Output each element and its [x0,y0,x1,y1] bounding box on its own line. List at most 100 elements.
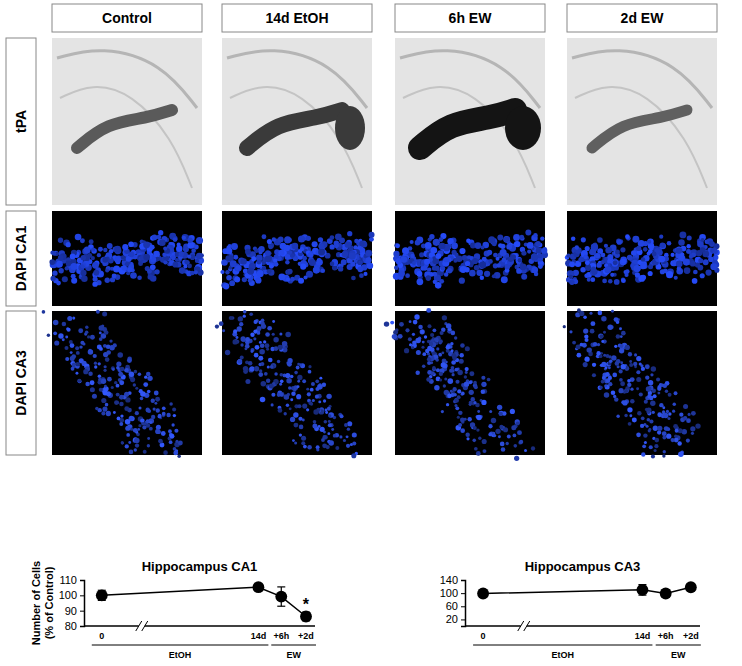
nucleus [70,254,76,260]
nucleus [590,329,595,334]
nucleus [153,407,156,410]
nucleus [572,341,576,345]
nucleus [408,337,412,341]
nucleus [460,343,465,348]
nucleus [250,348,254,352]
nucleus [621,331,626,336]
nucleus [709,241,714,246]
nucleus [58,333,63,338]
nucleus [116,361,121,366]
nucleus [620,344,624,348]
nucleus [286,278,290,282]
nucleus [70,343,75,348]
nucleus [225,270,229,274]
nucleus [102,257,108,263]
nucleus [713,255,718,260]
nucleus [620,381,625,386]
nucleus [527,250,531,254]
nucleus [315,387,319,391]
nucleus [81,264,85,268]
nucleus [272,333,275,336]
nucleus [290,253,295,258]
nucleus [297,380,300,383]
nucleus [693,270,698,275]
nucleus [179,252,184,257]
nucleus [458,411,462,415]
nucleus [184,260,188,264]
nucleus [284,245,290,251]
nucleus [119,402,123,406]
nucleus [434,266,440,272]
nucleus [465,367,469,371]
nucleus [67,316,72,321]
nucleus [636,370,640,374]
nucleus [113,411,116,414]
nucleus [196,237,203,244]
nucleus [422,265,427,270]
nucleus [254,320,258,324]
nucleus [629,360,632,363]
nucleus [350,261,355,266]
nucleus [169,402,172,405]
nucleus [678,239,684,245]
nucleus [56,261,63,268]
nucleus [510,409,515,414]
nucleus [648,429,651,432]
nucleus [608,366,611,369]
nucleus [318,243,324,249]
nucleus [604,392,609,397]
nucleus [52,270,57,275]
nucleus [514,456,519,461]
nucleus [481,376,485,380]
nucleus [272,237,276,241]
nucleus [400,256,407,263]
nucleus [466,437,469,440]
nucleus [535,241,541,247]
nucleus [616,414,619,417]
nucleus [434,385,439,390]
nucleus [257,326,262,331]
nucleus [601,340,604,343]
nucleus [612,373,617,378]
nucleus [395,328,399,332]
nucleus [668,412,671,415]
nucleus [187,242,194,249]
nucleus [481,400,486,405]
nucleus [398,270,405,277]
nucleus [278,273,285,280]
nucleus [71,354,76,359]
nucleus [619,369,623,373]
nucleus [569,330,572,333]
nucleus [597,343,600,346]
nucleus [441,351,444,354]
nucleus [439,279,444,284]
nucleus [636,387,639,390]
tpa-image [222,38,372,205]
nucleus [590,277,595,282]
nucleus [98,247,103,252]
nucleus [691,411,696,416]
nucleus [187,255,191,259]
nucleus [651,366,656,371]
nucleus [345,241,351,247]
nucleus [128,441,131,444]
nucleus [676,261,683,268]
nucleus [97,253,101,257]
nucleus [220,270,224,274]
nucleus [285,260,290,265]
nucleus [600,364,603,367]
nucleus [122,244,128,250]
nucleus [479,262,486,269]
nucleus [243,310,246,313]
nucleus [174,429,178,433]
nucleus [671,438,675,442]
nucleus [642,444,646,448]
nucleus [465,346,470,351]
nucleus [443,384,446,387]
dapi-ca1-image [220,211,374,306]
nucleus [163,450,168,455]
nucleus [412,261,416,265]
figure: Control14d EtOH6h EW2d EWtPADAPI CA1DAPI… [0,0,742,666]
nucleus [627,383,631,387]
nucleus [602,279,607,284]
